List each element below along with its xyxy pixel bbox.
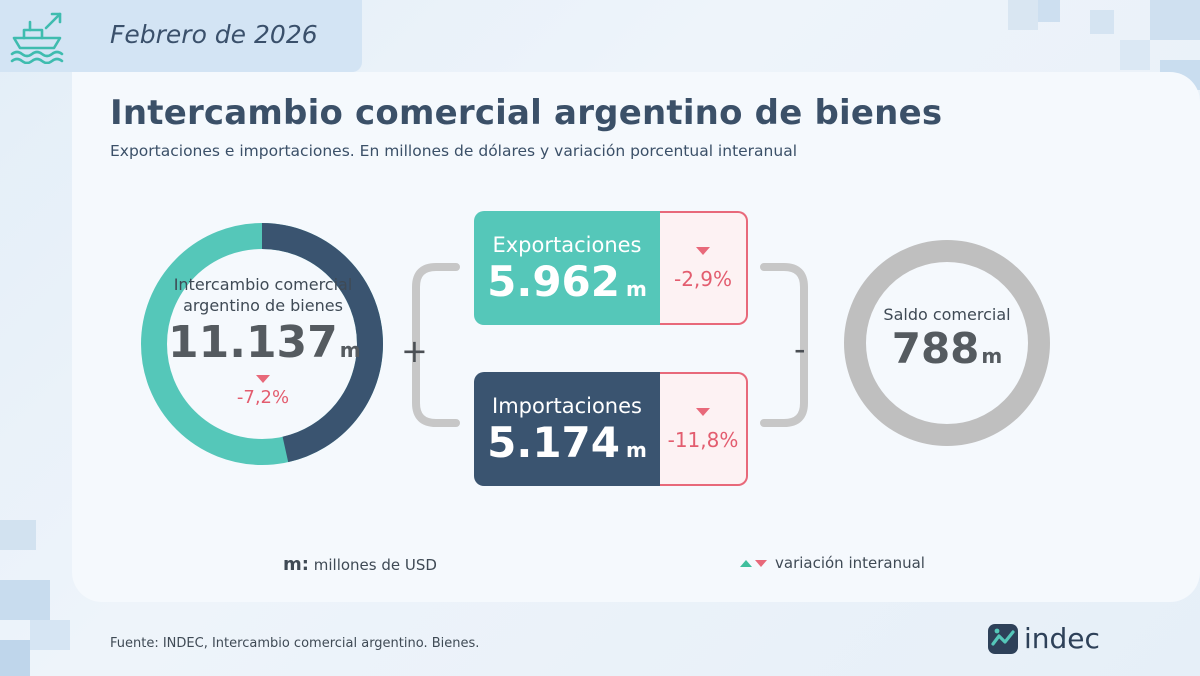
legend-units: m: millones de USD (283, 554, 437, 575)
legend-variation: variación interanual (740, 554, 925, 572)
exportaciones-variation: -2,9% (673, 267, 733, 291)
exportaciones-label: Exportaciones (492, 233, 642, 257)
down-arrow-icon (755, 559, 767, 567)
importaciones-variation-box: -11,8% (660, 372, 748, 486)
importaciones-value: 5.174 m (487, 418, 647, 467)
down-arrow-icon (256, 375, 270, 383)
importaciones-variation: -11,8% (667, 428, 739, 452)
down-arrow-icon (696, 408, 710, 416)
content-card (72, 72, 1200, 602)
donut-segment-importaciones (141, 223, 383, 465)
page-title: Intercambio comercial argentino de biene… (110, 93, 943, 133)
down-arrow-icon (696, 247, 710, 255)
flow-brackets (412, 263, 808, 427)
legend-var-text: variación interanual (775, 554, 925, 572)
saldo-label: Saldo comercial (883, 305, 1011, 324)
legend-m-key: m: (283, 554, 309, 575)
intercambio-value: 11.137 m (168, 317, 361, 368)
page-subtitle: Exportaciones e importaciones. En millon… (110, 142, 798, 160)
minus-operator: - (794, 330, 806, 368)
indec-logo-icon (988, 624, 1018, 654)
legend-m-text: millones de USD (313, 556, 437, 574)
plus-operator: + (401, 332, 428, 370)
exportaciones-value: 5.962 m (487, 257, 647, 306)
intercambio-variation: -7,2% (236, 387, 290, 408)
date-tab: Febrero de 2026 (0, 0, 362, 72)
importaciones-box: Importaciones 5.174 m (474, 372, 660, 486)
saldo-ring (844, 240, 1050, 446)
intercambio-donut (141, 223, 383, 465)
indec-logo: indec (986, 622, 1100, 656)
saldo-text: Saldo comercial 788 m (855, 305, 1039, 381)
saldo-value: 788 m (891, 324, 1003, 373)
exportaciones-variation-box: -2,9% (660, 211, 748, 325)
exportaciones-box: Exportaciones 5.962 m (474, 211, 660, 325)
importaciones-label: Importaciones (492, 394, 642, 418)
report-date: Febrero de 2026 (110, 20, 318, 49)
ship-trade-icon (10, 12, 64, 64)
intercambio-text: Intercambio comercial argentino de biene… (168, 274, 361, 408)
indec-logo-text: indec (1024, 622, 1100, 655)
up-arrow-icon (740, 559, 752, 567)
intercambio-label: Intercambio comercial argentino de biene… (173, 275, 353, 315)
source-note: Fuente: INDEC, Intercambio comercial arg… (110, 636, 480, 651)
